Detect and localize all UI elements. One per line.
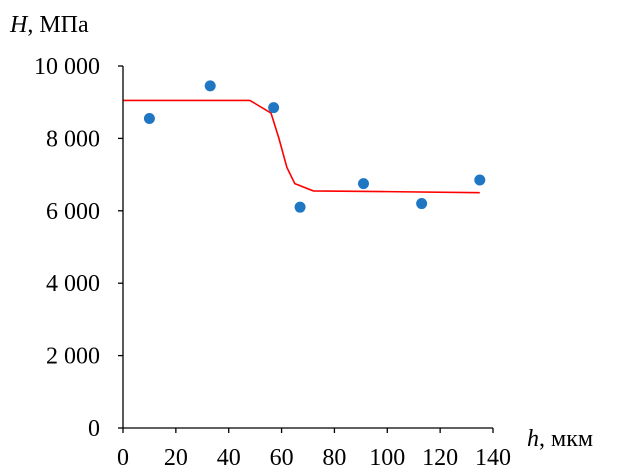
x-axis-title-unit: , мкм xyxy=(539,426,593,452)
y-axis-title: H, МПа xyxy=(9,12,89,38)
x-tick-label: 0 xyxy=(117,445,129,471)
data-point xyxy=(143,112,155,124)
y-tick-label: 4 000 xyxy=(46,271,100,297)
data-point xyxy=(268,102,280,114)
y-axis-title-unit: , МПа xyxy=(27,12,89,38)
x-tick-label: 20 xyxy=(164,445,188,471)
x-tick-label: 80 xyxy=(322,445,346,471)
y-tick-label: 2 000 xyxy=(46,344,100,370)
data-point xyxy=(204,80,216,92)
data-point xyxy=(474,174,486,186)
fit-line-layer xyxy=(123,99,480,194)
y-ticks-layer: 0 2 000 4 000 6 000 8 000 10 000 xyxy=(34,54,123,442)
x-ticks-layer: 0 20 40 60 80 100 120 140 xyxy=(117,428,511,471)
x-tick-label: 120 xyxy=(422,445,458,471)
y-tick-label: 10 000 xyxy=(34,54,100,80)
y-tick-label: 6 000 xyxy=(46,199,100,225)
data-point xyxy=(416,198,428,210)
y-tick-label: 0 xyxy=(88,416,100,442)
x-tick-label: 140 xyxy=(475,445,511,471)
y-axis-title-variable: H xyxy=(9,12,29,38)
data-point xyxy=(294,201,306,213)
x-tick-label: 100 xyxy=(369,445,405,471)
data-points-layer xyxy=(143,80,486,213)
x-axis-title: h, мкм xyxy=(527,426,593,452)
y-tick-label: 8 000 xyxy=(46,126,100,152)
x-tick-label: 40 xyxy=(217,445,241,471)
data-point xyxy=(358,178,369,190)
x-tick-label: 60 xyxy=(270,445,294,471)
fit-line xyxy=(123,99,480,194)
x-axis-title-variable: h xyxy=(527,426,539,452)
